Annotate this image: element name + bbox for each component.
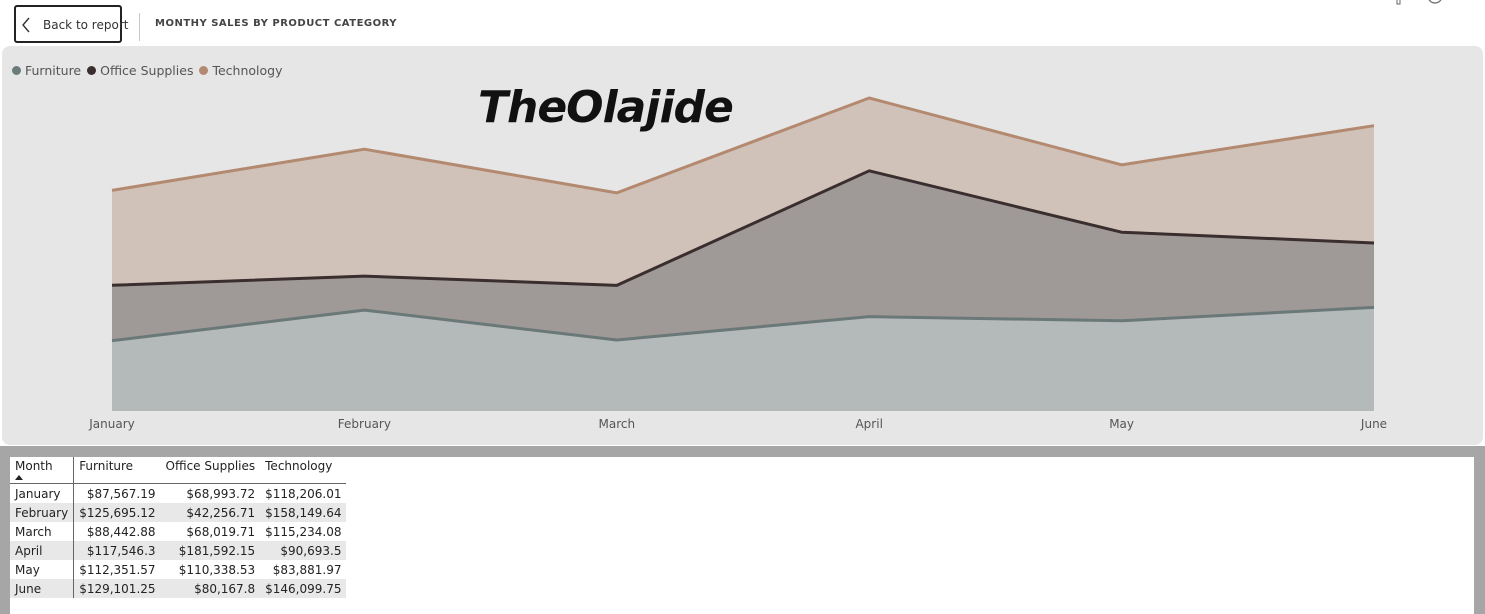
area-chart-visual[interactable]: Furniture Office Supplies Technology Jan…	[2, 46, 1483, 445]
x-tick-label: January	[88, 417, 135, 431]
table-visual[interactable]: Month Furniture Office Supplies Technolo…	[10, 457, 1474, 614]
series-line-office-supplies[interactable]	[111, 169, 1375, 287]
column-header-technology[interactable]: Technology	[260, 457, 347, 484]
x-tick-label: March	[599, 417, 636, 431]
series-line-technology[interactable]	[111, 96, 1375, 195]
cell-month: May	[10, 560, 75, 579]
column-header-month-label: Month	[15, 459, 53, 473]
cell-furniture: $112,351.57	[79, 562, 156, 577]
back-to-report-button[interactable]: Back to report	[14, 5, 128, 43]
cell-furniture: $125,695.12	[73, 503, 161, 522]
x-tick-label: April	[855, 417, 882, 431]
legend-item-technology[interactable]: Technology	[199, 63, 283, 78]
legend-label-furniture: Furniture	[25, 63, 82, 78]
legend-item-furniture[interactable]: Furniture	[12, 63, 81, 78]
x-tick-label: May	[1109, 417, 1134, 431]
series-line-furniture[interactable]	[111, 305, 1375, 343]
cell-technology: $83,881.97	[272, 562, 342, 577]
cell-technology: $90,693.5	[260, 541, 347, 560]
legend-label-office-supplies: Office Supplies	[100, 63, 194, 78]
table-row: June $129,101.25 $80,167.8 $146,099.75	[10, 579, 347, 598]
table-row: March $88,442.88 $68,019.71 $115,234.08	[10, 522, 346, 541]
cell-month: January	[10, 483, 75, 503]
legend-label-technology: Technology	[212, 63, 283, 78]
chevron-left-icon	[22, 17, 30, 33]
table-row: February $125,695.12 $42,256.71 $158,149…	[10, 503, 347, 522]
column-header-furniture[interactable]: Furniture	[73, 457, 161, 484]
cell-month: April	[10, 541, 75, 560]
cell-furniture: $129,101.25	[73, 579, 161, 598]
cell-office-supplies: $110,338.53	[178, 562, 256, 577]
chart-legend: Furniture Office Supplies Technology	[12, 63, 289, 78]
column-header-office-supplies[interactable]: Office Supplies	[160, 457, 261, 484]
x-tick-label: February	[338, 417, 391, 431]
header-divider	[139, 13, 140, 41]
cell-office-supplies: $68,019.71	[186, 524, 256, 539]
cell-furniture: $117,546.3	[73, 541, 161, 560]
area-fill-technology[interactable]	[112, 98, 1374, 286]
table-row: May $112,351.57 $110,338.53 $83,881.97	[10, 560, 346, 579]
filter-icon	[1396, 0, 1401, 5]
cell-technology: $158,149.64	[260, 503, 347, 522]
table-row: January $87,567.19 $68,993.72 $118,206.0…	[10, 483, 346, 503]
watermark-text: TheOlajide	[478, 82, 734, 133]
legend-item-office-supplies[interactable]: Office Supplies	[87, 63, 193, 78]
table-header-row: Month Furniture Office Supplies Technolo…	[10, 457, 347, 484]
top-bar: Back to report MONTHY SALES BY PRODUCT C…	[0, 0, 1485, 46]
back-button-label: Back to report	[43, 18, 129, 32]
legend-dot-office-supplies	[87, 66, 97, 75]
sales-table: Month Furniture Office Supplies Technolo…	[10, 457, 347, 598]
area-fill-furniture[interactable]	[112, 307, 1374, 411]
sort-ascending-icon	[15, 475, 23, 480]
legend-dot-furniture	[12, 66, 21, 75]
x-tick-label: June	[1360, 417, 1387, 431]
page-title: MONTHY SALES BY PRODUCT CATEGORY	[155, 18, 398, 29]
column-header-month[interactable]: Month	[10, 457, 75, 484]
cell-furniture: $87,567.19	[86, 486, 156, 501]
cell-month: February	[10, 503, 75, 522]
cell-technology: $115,234.08	[265, 524, 342, 539]
cell-month: June	[10, 579, 75, 598]
cell-office-supplies: $181,592.15	[160, 541, 261, 560]
cell-office-supplies: $42,256.71	[160, 503, 261, 522]
cell-office-supplies: $80,167.8	[160, 579, 261, 598]
visual-header-icons	[1396, 0, 1442, 5]
cell-furniture: $88,442.88	[86, 524, 156, 539]
cell-office-supplies: $68,993.72	[186, 486, 256, 501]
cell-technology: $146,099.75	[260, 579, 347, 598]
focus-mode-icon	[1428, 0, 1442, 4]
cell-technology: $118,206.01	[265, 486, 342, 501]
area-fill-office-supplies[interactable]	[112, 170, 1374, 341]
table-row: April $117,546.3 $181,592.15 $90,693.5	[10, 541, 347, 560]
chart-plot: January February March April May June	[88, 96, 1387, 431]
legend-dot-technology	[199, 66, 209, 75]
cell-month: March	[10, 522, 75, 541]
